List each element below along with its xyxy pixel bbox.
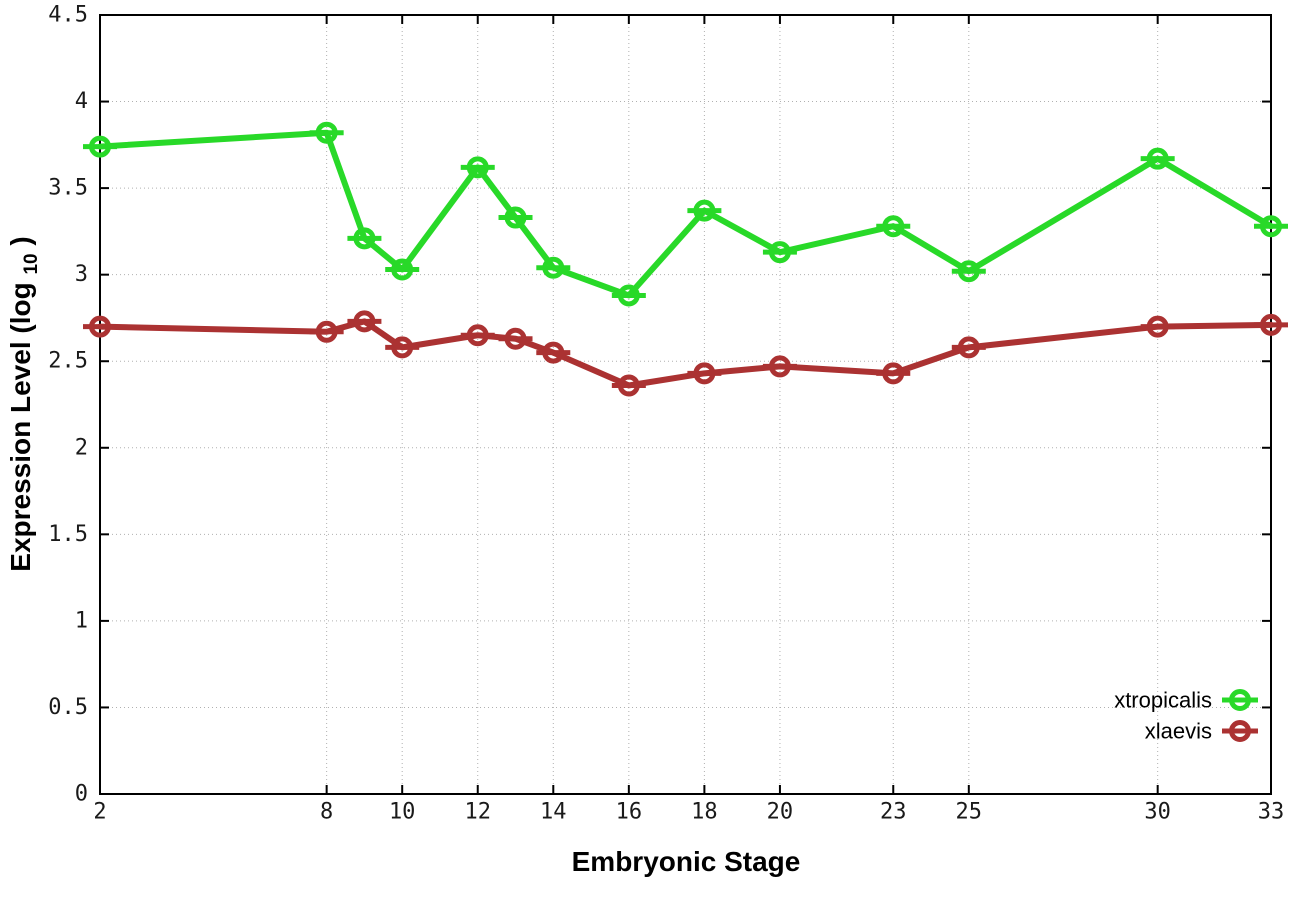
data-point-xtropicalis	[693, 199, 716, 222]
data-point-xtropicalis	[1260, 215, 1282, 238]
x-tick-label: 10	[389, 800, 416, 825]
y-axis-title: Expression Level (log 10 )	[5, 236, 43, 571]
data-point-xtropicalis	[466, 156, 489, 179]
legend-sample-marker-xlaevis	[1229, 720, 1251, 742]
data-point-xlaevis	[693, 362, 716, 385]
x-tick-label: 12	[464, 800, 491, 825]
data-point-xtropicalis	[1146, 147, 1169, 170]
legend-label-xlaevis: xlaevis	[1145, 719, 1212, 744]
data-point-xlaevis	[504, 327, 527, 350]
data-point-xlaevis	[957, 336, 980, 359]
y-tick-label: 2.5	[48, 349, 88, 374]
plot-border	[99, 14, 1272, 795]
y-axis-title-subscript: 10	[21, 253, 42, 274]
data-point-xlaevis	[353, 310, 376, 333]
y-tick-label: 0.5	[48, 695, 88, 720]
data-point-xlaevis	[542, 341, 565, 364]
data-point-xtropicalis	[391, 258, 414, 281]
data-point-xlaevis	[315, 320, 338, 343]
data-point-xlaevis	[882, 362, 905, 385]
y-tick-label: 1.5	[48, 522, 88, 547]
data-point-xtropicalis	[542, 256, 565, 279]
series-line-xlaevis	[97, 318, 1274, 389]
x-tick-label: 23	[880, 800, 907, 825]
y-tick-label: 3.5	[48, 176, 88, 201]
data-point-xlaevis	[617, 374, 640, 397]
data-point-xtropicalis	[957, 260, 980, 283]
data-point-xtropicalis	[315, 121, 338, 144]
series-line-xtropicalis	[97, 129, 1274, 299]
data-point-xtropicalis	[353, 227, 376, 250]
y-axis-title-text: Expression Level (log	[5, 282, 36, 571]
legend-label-xtropicalis: xtropicalis	[1114, 688, 1212, 713]
y-tick-label: 0	[75, 782, 88, 807]
x-axis-title: Embryonic Stage	[572, 846, 801, 877]
legend-sample-marker-xtropicalis	[1229, 689, 1251, 711]
y-tick-label: 4.5	[48, 3, 88, 28]
data-point-xlaevis	[1260, 313, 1282, 336]
x-tick-label: 18	[691, 800, 718, 825]
data-point-xlaevis	[89, 315, 111, 338]
data-point-xtropicalis	[768, 241, 791, 264]
x-tick-label: 20	[767, 800, 794, 825]
data-point-xlaevis	[391, 336, 414, 359]
x-tick-label: 16	[616, 800, 643, 825]
data-point-xlaevis	[1146, 315, 1169, 338]
x-tick-label: 14	[540, 800, 567, 825]
data-point-xtropicalis	[89, 135, 111, 158]
y-tick-label: 1	[75, 608, 88, 633]
data-point-xlaevis	[768, 355, 791, 378]
x-tick-label: 25	[956, 800, 983, 825]
data-point-xtropicalis	[504, 206, 527, 229]
data-point-xtropicalis	[617, 284, 640, 307]
x-tick-label: 30	[1144, 800, 1171, 825]
x-tick-label: 2	[93, 800, 106, 825]
y-tick-label: 3	[75, 262, 88, 287]
y-axis-title-close-paren: )	[5, 236, 36, 245]
x-tick-label: 8	[320, 800, 333, 825]
y-tick-label: 2	[75, 435, 88, 460]
data-point-xlaevis	[466, 324, 489, 347]
data-point-xtropicalis	[882, 215, 905, 238]
y-tick-label: 4	[75, 89, 88, 114]
x-tick-label: 33	[1258, 800, 1285, 825]
